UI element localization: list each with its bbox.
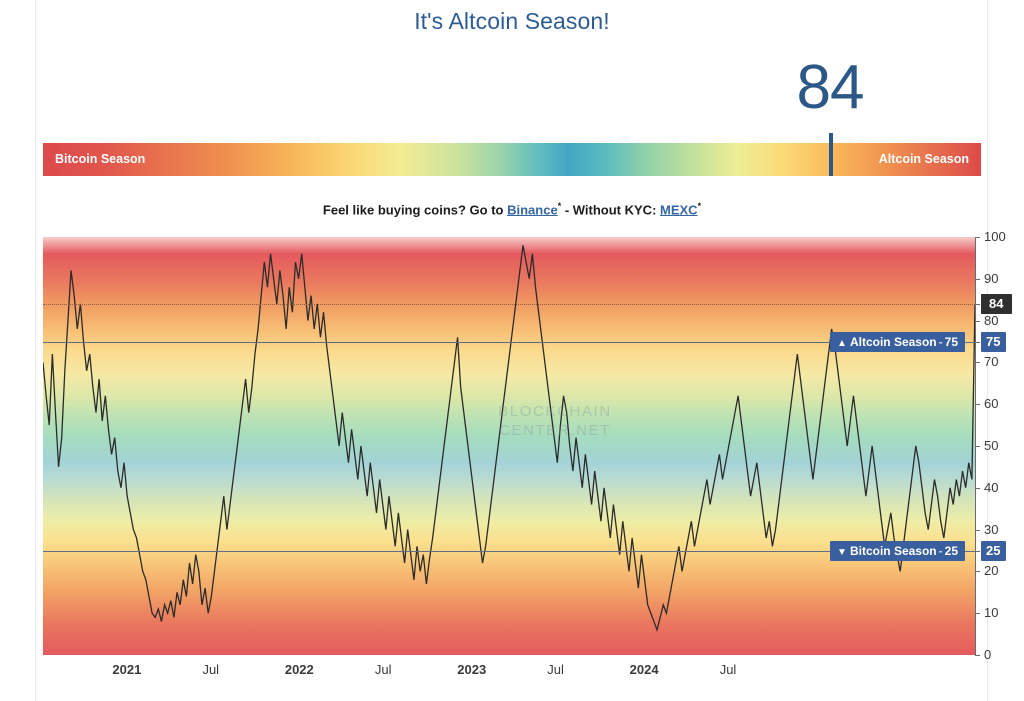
y-tick-84	[975, 303, 980, 305]
season-gradient-bar: Bitcoin Season Altcoin Season	[43, 133, 981, 176]
promo-prefix: Feel like buying coins? Go to	[322, 202, 508, 218]
x-tick-label-jul-1: Jul	[202, 662, 220, 677]
bitcoin-band-value: 25	[944, 543, 958, 558]
bitcoin-band-dash: -	[938, 543, 943, 558]
mexc-asterisk: *	[697, 201, 702, 211]
promo-middle: - Without KYC:	[561, 202, 661, 218]
y-tick-label-75: 75	[981, 331, 1007, 352]
watermark-line-1: BLOCKCHAIN	[498, 403, 612, 420]
x-tick-label-jul-3: Jul	[374, 662, 392, 677]
threshold-line-75	[43, 341, 975, 343]
altcoin-season-band-badge: ▲ Altcoin Season -75	[830, 331, 965, 352]
threshold-line-84	[43, 303, 975, 305]
index-line-series	[43, 245, 975, 633]
y-tick-label-70: 70	[984, 354, 999, 370]
altcoin-band-value: 75	[944, 334, 958, 349]
altcoin-season-bar-label: Altcoin Season	[878, 152, 969, 166]
y-tick-label-50: 50	[984, 438, 999, 453]
y-tick-label-90: 90	[984, 270, 999, 286]
altcoin-band-label: Altcoin Season	[849, 334, 937, 349]
y-tick-label-0: 0	[984, 647, 992, 662]
y-tick-50	[975, 446, 980, 447]
y-tick-label-20: 20	[984, 563, 999, 579]
y-tick-60	[975, 404, 980, 406]
x-tick-label-jul-7: Jul	[719, 662, 737, 677]
y-tick-label-100: 100	[984, 229, 1006, 244]
y-tick-75	[975, 341, 980, 343]
threshold-line-25	[43, 550, 975, 552]
y-tick-40	[975, 487, 980, 489]
bitcoin-season-band-badge: ▼ Bitcoin Season -25	[830, 540, 965, 561]
x-tick-label-2023-4: 2023	[457, 662, 487, 677]
altcoin-season-index-chart[interactable]: BLOCKCHAIN CENTER.NET ▲ Altcoin Season -75…	[43, 237, 975, 655]
triangle-up-icon: ▲	[837, 337, 847, 349]
season-gradient-fill	[43, 143, 981, 176]
y-tick-label-10: 10	[984, 605, 999, 621]
y-tick-90	[975, 278, 980, 280]
x-axis: 2021 Jul 2022 Jul 2023 Jul 2024 Jul	[43, 662, 975, 686]
y-tick-label-40: 40	[984, 479, 999, 495]
y-tick-80	[975, 320, 980, 322]
y-tick-20	[975, 571, 980, 573]
y-tick-70	[975, 362, 980, 364]
y-tick-label-60: 60	[984, 396, 999, 412]
y-tick-25	[975, 550, 980, 552]
y-tick-10	[975, 613, 980, 615]
bitcoin-band-label: Bitcoin Season	[849, 543, 937, 558]
chart-gradient-background	[43, 237, 975, 655]
chart-overlay: BLOCKCHAIN CENTER.NET ▲ Altcoin Season -75…	[43, 237, 975, 655]
y-tick-30	[975, 529, 980, 531]
y-tick-label-80: 80	[984, 312, 999, 328]
page-title: It's Altcoin Season!	[414, 8, 610, 34]
y-tick-label-84: 84	[981, 293, 1013, 314]
binance-asterisk: *	[557, 201, 562, 211]
y-tick-0	[975, 655, 980, 656]
y-axis: 0 10 20 25 30 40 50 60 70 75 80 84 90 100	[975, 230, 1024, 662]
watermark-line-2: CENTER.NET	[499, 422, 611, 439]
watermark: BLOCKCHAIN CENTER.NET	[455, 402, 655, 440]
x-tick-label-2022-2: 2022	[284, 662, 314, 677]
altcoin-band-dash: -	[938, 334, 943, 349]
x-tick-label-2021-0: 2021	[112, 662, 142, 677]
altcoin-season-index-value: 84	[796, 53, 865, 122]
y-tick-label-25: 25	[981, 540, 1007, 561]
mexc-link[interactable]: MEXC	[660, 202, 698, 218]
y-tick-label-30: 30	[984, 521, 999, 537]
x-tick-label-jul-5: Jul	[547, 662, 564, 677]
bitcoin-season-bar-label: Bitcoin Season	[55, 152, 146, 166]
y-tick-100	[975, 237, 980, 238]
binance-link[interactable]: Binance	[507, 202, 558, 218]
promo-text: Feel like buying coins? Go to Binance* -…	[0, 201, 1024, 217]
index-marker	[828, 133, 833, 176]
triangle-down-icon: ▼	[837, 546, 847, 558]
x-tick-label-2024-6: 2024	[629, 662, 659, 677]
